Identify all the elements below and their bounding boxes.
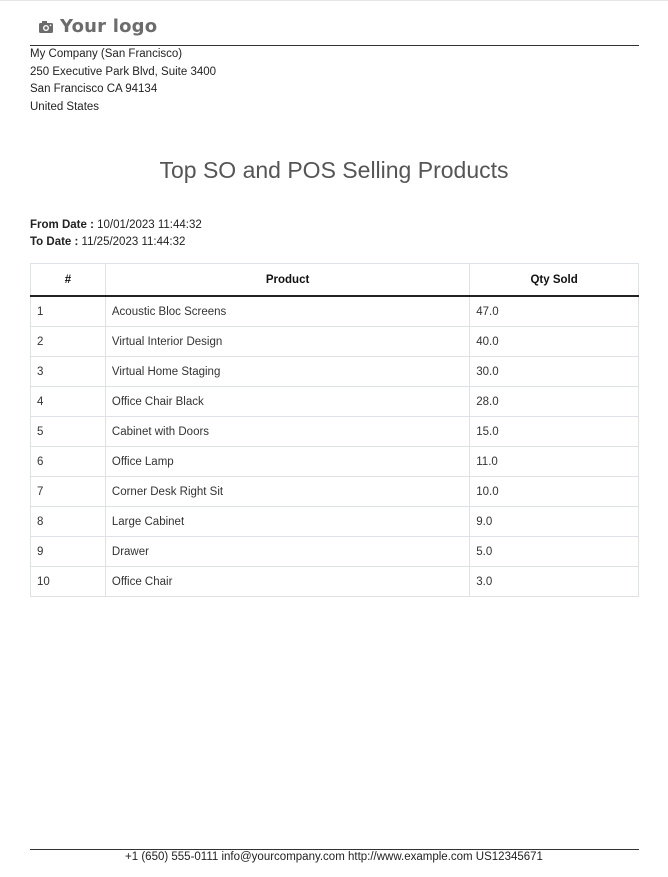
row-product: Corner Desk Right Sit <box>104 476 471 507</box>
row-product: Cabinet with Doors <box>104 416 471 447</box>
table-row: 3 Virtual Home Staging 30.0 <box>30 356 639 387</box>
row-number: 5 <box>30 416 106 447</box>
row-number: 2 <box>30 326 106 357</box>
table-header-row: # Product Qty Sold <box>30 263 639 297</box>
table-row: 6 Office Lamp 11.0 <box>30 446 639 477</box>
row-qty: 28.0 <box>469 386 639 417</box>
column-header-product: Product <box>104 263 471 297</box>
to-date: To Date : 11/25/2023 11:44:32 <box>30 234 202 251</box>
products-table: # Product Qty Sold 1 Acoustic Bloc Screen… <box>30 263 639 597</box>
row-number: 4 <box>30 386 106 417</box>
row-qty: 47.0 <box>469 295 639 327</box>
row-qty: 30.0 <box>469 356 639 387</box>
page-top-border <box>0 0 668 1</box>
column-header-qty: Qty Sold <box>469 263 639 297</box>
row-qty: 40.0 <box>469 326 639 357</box>
table-row: 5 Cabinet with Doors 15.0 <box>30 416 639 447</box>
row-product: Virtual Interior Design <box>104 326 471 357</box>
row-number: 7 <box>30 476 106 507</box>
table-row: 9 Drawer 5.0 <box>30 536 639 567</box>
date-range: From Date : 10/01/2023 11:44:32 To Date … <box>30 217 202 251</box>
footer-divider <box>30 849 639 850</box>
row-product: Drawer <box>104 536 471 567</box>
row-number: 10 <box>30 566 106 597</box>
row-product: Office Chair Black <box>104 386 471 417</box>
table-row: 7 Corner Desk Right Sit 10.0 <box>30 476 639 507</box>
to-date-value: 11/25/2023 11:44:32 <box>81 236 186 248</box>
row-number: 1 <box>30 295 106 327</box>
company-logo: Your logo <box>38 16 157 37</box>
table-row: 4 Office Chair Black 28.0 <box>30 386 639 417</box>
logo-text: Your logo <box>60 16 158 37</box>
row-product: Acoustic Bloc Screens <box>104 295 471 327</box>
row-number: 3 <box>30 356 106 387</box>
table-row: 1 Acoustic Bloc Screens 47.0 <box>30 295 639 327</box>
company-address: My Company (San Francisco) 250 Executive… <box>30 46 216 116</box>
row-product: Office Lamp <box>104 446 471 477</box>
address-city: San Francisco CA 94134 <box>30 83 158 95</box>
header-divider <box>30 45 639 46</box>
row-qty: 10.0 <box>469 476 639 507</box>
row-qty: 15.0 <box>469 416 639 447</box>
row-number: 8 <box>30 506 106 537</box>
row-qty: 9.0 <box>469 506 639 537</box>
camera-icon <box>39 20 53 33</box>
column-header-number: # <box>30 263 106 297</box>
to-date-label: To Date : <box>30 236 79 248</box>
table-row: 2 Virtual Interior Design 40.0 <box>30 326 639 357</box>
company-name: My Company (San Francisco) <box>30 48 183 60</box>
table-row: 10 Office Chair 3.0 <box>30 566 639 597</box>
from-date-value: 10/01/2023 11:44:32 <box>97 219 202 231</box>
row-qty: 5.0 <box>469 536 639 567</box>
row-product: Large Cabinet <box>104 506 471 537</box>
from-date-label: From Date : <box>30 219 94 231</box>
row-number: 6 <box>30 446 106 477</box>
address-street: 250 Executive Park Blvd, Suite 3400 <box>30 65 217 78</box>
address-country: United States <box>30 100 100 113</box>
footer-contact: +1 (650) 555-0111 info@yourcompany.com h… <box>125 851 543 863</box>
row-qty: 11.0 <box>469 446 639 477</box>
from-date: From Date : 10/01/2023 11:44:32 <box>30 217 202 234</box>
row-qty: 3.0 <box>469 566 639 597</box>
row-product: Office Chair <box>104 566 471 597</box>
row-number: 9 <box>30 536 106 567</box>
table-row: 8 Large Cabinet 9.0 <box>30 506 639 537</box>
report-title: Top SO and POS Selling Products <box>159 157 509 183</box>
row-product: Virtual Home Staging <box>104 356 471 387</box>
